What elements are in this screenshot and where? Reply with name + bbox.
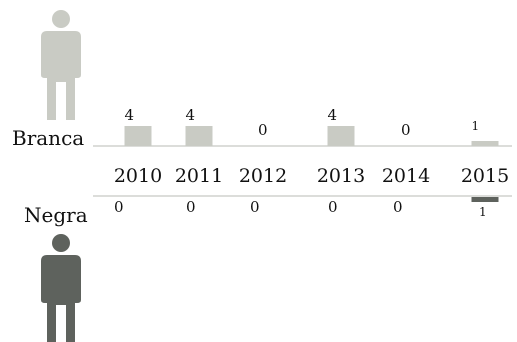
value-label-negra-2011: 0 — [186, 198, 196, 216]
year-label-2013: 2013 — [317, 165, 365, 187]
value-label-branca-2013: 4 — [328, 106, 338, 124]
value-label-branca-2010: 4 — [125, 106, 135, 124]
value-label-branca-2015: 1 — [472, 119, 480, 133]
bar-branca-2013 — [327, 126, 355, 146]
value-label-negra-2014: 0 — [393, 198, 403, 216]
value-label-branca-2011: 4 — [186, 106, 196, 124]
value-label-negra-2010: 0 — [114, 198, 124, 216]
year-label-2014: 2014 — [382, 165, 430, 187]
value-label-branca-2012: 0 — [258, 121, 268, 139]
value-label-negra-2012: 0 — [250, 198, 260, 216]
year-label-2010: 2010 — [114, 165, 162, 187]
value-label-negra-2013: 0 — [328, 198, 338, 216]
year-label-2012: 2012 — [239, 165, 287, 187]
year-label-2015: 2015 — [461, 165, 509, 187]
bar-branca-2011 — [185, 126, 213, 146]
person-dark-icon — [41, 234, 81, 342]
series-label-branca: Branca — [12, 126, 85, 150]
bar-branca-2015 — [471, 141, 499, 146]
series-label-negra: Negra — [24, 203, 88, 227]
bar-branca-2010 — [124, 126, 152, 146]
value-label-negra-2015: 1 — [479, 205, 487, 219]
person-light-icon — [41, 10, 81, 120]
value-label-branca-2014: 0 — [401, 121, 411, 139]
year-label-2011: 2011 — [175, 165, 223, 187]
bar-negra-2015 — [471, 197, 499, 202]
